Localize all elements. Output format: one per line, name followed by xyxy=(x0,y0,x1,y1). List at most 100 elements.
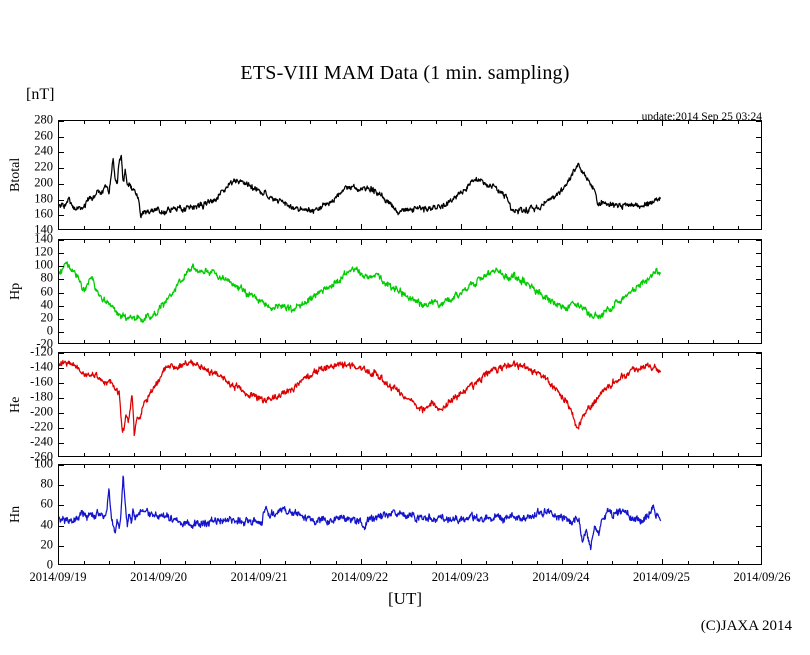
y-tick-label: 0 xyxy=(46,323,53,338)
x-tick-mark-major xyxy=(260,559,262,564)
x-tick-mark-minor xyxy=(612,340,614,343)
x-tick-mark-major xyxy=(360,338,362,343)
y-tick-label: -240 xyxy=(30,434,53,449)
x-tick-mark-minor xyxy=(235,226,236,229)
x-tick-mark-minor xyxy=(436,561,438,564)
y-axis-label-hn: Hn xyxy=(8,505,23,524)
x-tick-mark-minor xyxy=(612,121,614,124)
y-tick-mark xyxy=(756,428,761,429)
y-tick-label: 80 xyxy=(40,270,54,285)
x-tick-mark-minor xyxy=(637,453,639,456)
x-tick-mark-major xyxy=(260,240,262,245)
x-tick-mark-minor xyxy=(134,226,136,229)
x-tick-mark-minor xyxy=(209,453,211,456)
x-tick-mark-major xyxy=(360,224,362,229)
x-tick-mark-minor xyxy=(184,340,186,343)
x-tick-mark-minor xyxy=(511,353,513,356)
x-tick-mark-minor xyxy=(385,353,387,356)
copyright-notice: (C)JAXA 2014 xyxy=(700,618,792,634)
x-tick-label: 2014/09/21 xyxy=(230,570,288,584)
x-tick-mark-minor xyxy=(209,240,211,243)
x-tick-mark-minor xyxy=(637,353,639,356)
x-tick-mark-minor xyxy=(587,353,588,356)
x-tick-mark-major xyxy=(461,465,463,470)
x-tick-mark-minor xyxy=(310,453,312,456)
x-tick-mark-major xyxy=(561,559,563,564)
x-tick-mark-minor xyxy=(310,465,312,468)
x-tick-mark-major xyxy=(159,353,161,358)
x-tick-mark-minor xyxy=(536,226,538,229)
x-tick-mark-minor xyxy=(486,561,488,564)
panel-he: -120 -140 -160 -180 -200 -220 -240 -260 He xyxy=(8,345,762,464)
y-tick-mark xyxy=(756,413,761,414)
y-tick-mark xyxy=(756,168,761,170)
x-tick-mark-minor xyxy=(285,240,287,243)
y-tick-mark xyxy=(756,152,761,154)
x-tick-mark-major xyxy=(159,240,161,245)
x-tick-mark-minor xyxy=(84,353,86,356)
x-tick-mark-minor xyxy=(109,240,111,243)
x-tick-mark-minor xyxy=(84,465,86,468)
x-tick-mark-minor xyxy=(84,453,86,456)
x-tick-mark-minor xyxy=(385,561,387,564)
x-tick-mark-minor xyxy=(184,453,186,456)
y-tick-mark xyxy=(59,183,64,185)
x-tick-mark-minor xyxy=(385,240,387,243)
x-tick-mark-minor xyxy=(436,226,438,229)
x-tick-mark-minor xyxy=(109,353,111,356)
y-tick-mark xyxy=(59,443,64,444)
x-tick-mark-major xyxy=(561,451,563,456)
x-tick-mark-major xyxy=(159,451,161,456)
y-tick-label: -160 xyxy=(30,374,53,389)
x-tick-mark-minor xyxy=(209,226,211,229)
y-tick-mark xyxy=(59,465,64,466)
x-tick-mark-minor xyxy=(637,240,639,243)
y-tick-mark xyxy=(59,428,64,429)
x-tick-mark-minor xyxy=(637,465,639,468)
y-tick-label: 60 xyxy=(40,496,54,511)
x-tick-mark-minor xyxy=(486,240,488,243)
y-tick-label: 100 xyxy=(34,456,53,471)
x-tick-mark-minor xyxy=(536,240,538,243)
x-tick-mark-minor xyxy=(335,465,337,468)
x-tick-mark-minor xyxy=(385,226,387,229)
x-tick-mark-minor xyxy=(285,353,287,356)
y-tick-mark xyxy=(756,305,761,307)
x-tick-mark-minor xyxy=(637,561,639,564)
x-tick-mark-major xyxy=(662,451,664,456)
plot-frame-he xyxy=(58,352,762,457)
x-tick-mark-minor xyxy=(486,121,488,124)
x-tick-label: 2014/09/24 xyxy=(532,570,590,584)
y-tick-mark xyxy=(756,398,761,399)
x-tick-mark-minor xyxy=(235,465,236,468)
x-tick-mark-minor xyxy=(235,353,236,356)
x-tick-mark-major xyxy=(159,121,161,126)
x-tick-mark-minor xyxy=(737,561,739,564)
x-tick-mark-minor xyxy=(109,465,111,468)
x-tick-mark-minor xyxy=(411,453,412,456)
x-tick-mark-major xyxy=(662,338,664,343)
x-tick-mark-minor xyxy=(385,453,387,456)
x-tick-mark-minor xyxy=(335,353,337,356)
y-tick-mark xyxy=(59,152,64,154)
x-tick-mark-minor xyxy=(134,353,136,356)
y-tick-mark xyxy=(756,136,761,138)
y-tick-mark xyxy=(756,318,761,320)
x-tick-mark-minor xyxy=(687,453,689,456)
y-tick-mark xyxy=(756,505,761,507)
x-tick-mark-minor xyxy=(84,240,86,243)
x-tick-mark-minor xyxy=(737,226,739,229)
panel-btotal: 280 260 240 220 200 180 160 140 Btotal xyxy=(8,113,762,237)
x-tick-mark-minor xyxy=(436,465,438,468)
x-tick-mark-major xyxy=(561,224,563,229)
x-tick-mark-minor xyxy=(587,465,588,468)
y-tick-mark xyxy=(59,368,64,369)
y-tick-label: -220 xyxy=(30,419,53,434)
x-tick-mark-minor xyxy=(687,561,689,564)
y-tick-label: -260 xyxy=(30,449,53,464)
x-tick-mark-minor xyxy=(84,561,86,564)
y-tick-label: 240 xyxy=(34,143,53,158)
x-tick-mark-minor xyxy=(134,340,136,343)
y-tick-mark xyxy=(756,121,761,122)
x-tick-mark-major xyxy=(662,465,664,470)
